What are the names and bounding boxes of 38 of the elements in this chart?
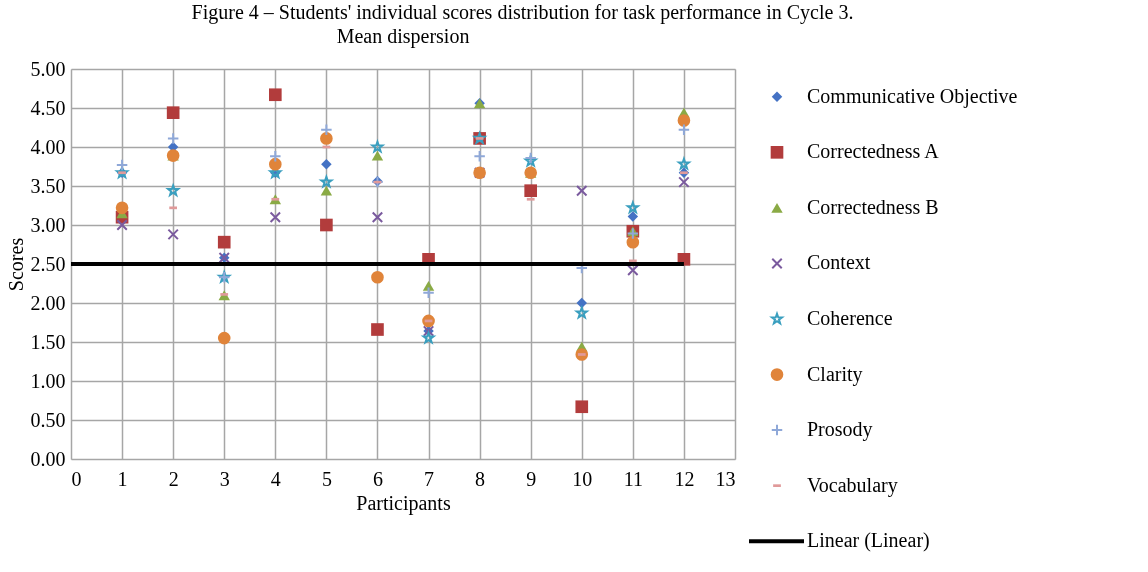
- y-tick-label: 3.50: [30, 174, 66, 197]
- x-tick-label: 6: [372, 467, 383, 490]
- x-tick-label: 13: [715, 467, 736, 490]
- y-tick-label: 1.00: [30, 369, 66, 392]
- y-tick-label: 2.50: [30, 252, 66, 275]
- legend-label: Clarity: [807, 362, 863, 386]
- legend-label: Vocabulary: [807, 473, 898, 497]
- y-tick-label: 2.00: [30, 291, 66, 314]
- legend-label: Coherence: [807, 307, 893, 329]
- x-tick-label: 10: [572, 467, 593, 490]
- x-tick-label: 1: [117, 467, 128, 490]
- y-tick-label: 4.00: [30, 135, 66, 158]
- x-tick-label: 12: [674, 467, 695, 490]
- legend-label: Context: [807, 251, 871, 274]
- legend-label: Correctedness A: [807, 140, 940, 163]
- x-tick-label: 7: [424, 467, 435, 490]
- x-tick-label: 8: [475, 467, 486, 490]
- legend-label: Communicative Objective: [807, 84, 1018, 108]
- legend-label: Prosody: [807, 418, 873, 442]
- legend-label: Correctedness B: [807, 195, 939, 218]
- y-tick-label: 3.00: [30, 213, 66, 236]
- x-tick-label: 9: [526, 467, 537, 490]
- x-axis-title: Participants: [356, 491, 451, 515]
- y-axis-title: Scores: [4, 237, 27, 292]
- x-tick-label: 5: [321, 467, 332, 490]
- y-tick-label: 1.50: [30, 330, 66, 353]
- y-tick-label: 0.00: [30, 447, 66, 470]
- y-tick-label: 0.50: [30, 408, 66, 431]
- y-tick-label: 5.00: [30, 57, 66, 80]
- x-tick-label: 4: [270, 467, 281, 490]
- chart-title: Mean dispersion: [336, 25, 470, 48]
- x-tick-label: 2: [168, 467, 179, 490]
- x-tick-label: 0: [71, 467, 82, 490]
- x-tick-label: 3: [219, 467, 230, 490]
- caption: Figure 4 – Students' individual scores distribution for task performance in Cycle 3.: [191, 0, 854, 24]
- x-tick-label: 11: [623, 467, 643, 490]
- y-tick-label: 4.50: [30, 96, 66, 119]
- legend-label: Linear (Linear): [807, 529, 930, 553]
